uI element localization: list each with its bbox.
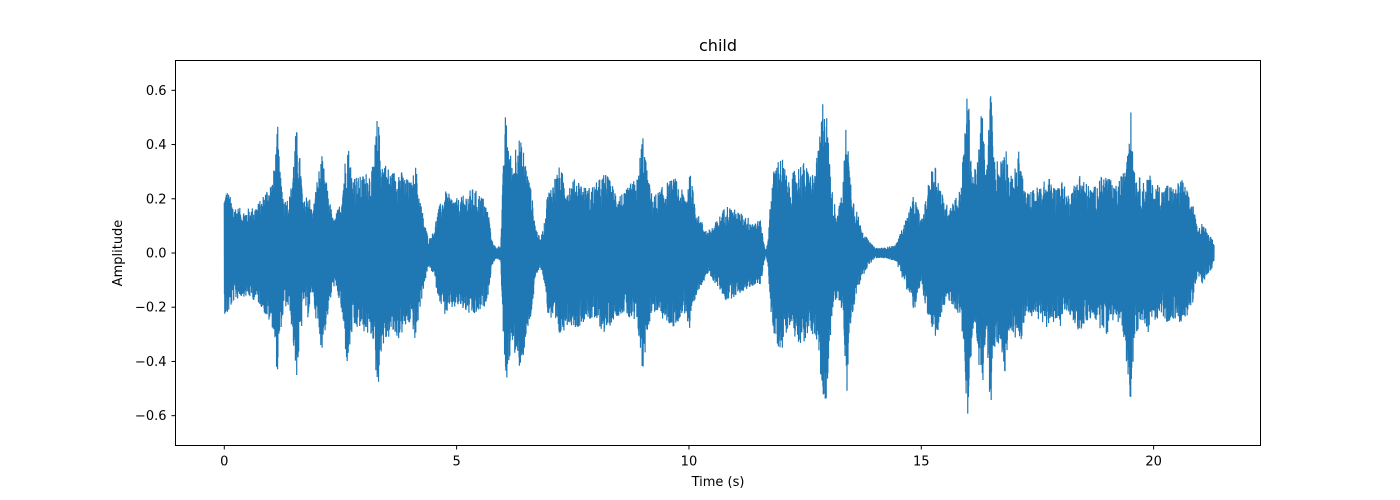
y-tick-label: 0.6: [146, 84, 167, 99]
x-axis: 0 5 10 15 20: [220, 445, 1162, 470]
y-tick-label: −0.4: [135, 355, 167, 370]
y-axis-label: Amplitude: [111, 220, 126, 287]
y-axis: −0.6 −0.4 −0.2 0.0 0.2 0.4 0.6: [135, 84, 176, 424]
y-tick-label: 0.2: [146, 192, 167, 207]
y-tick-label: 0.0: [146, 247, 167, 262]
x-tick-label: 20: [1145, 455, 1162, 470]
x-axis-label: Time (s): [691, 475, 745, 490]
x-tick-label: 5: [452, 455, 460, 470]
x-tick-label: 15: [913, 455, 930, 470]
chart-title: child: [699, 36, 737, 55]
x-tick-label: 10: [681, 455, 698, 470]
y-tick-label: −0.6: [135, 409, 167, 424]
y-tick-label: −0.2: [135, 301, 167, 316]
x-tick-label: 0: [220, 455, 228, 470]
plot-area: [223, 96, 1215, 414]
waveform-line: [223, 96, 1215, 414]
y-tick-label: 0.4: [146, 138, 167, 153]
